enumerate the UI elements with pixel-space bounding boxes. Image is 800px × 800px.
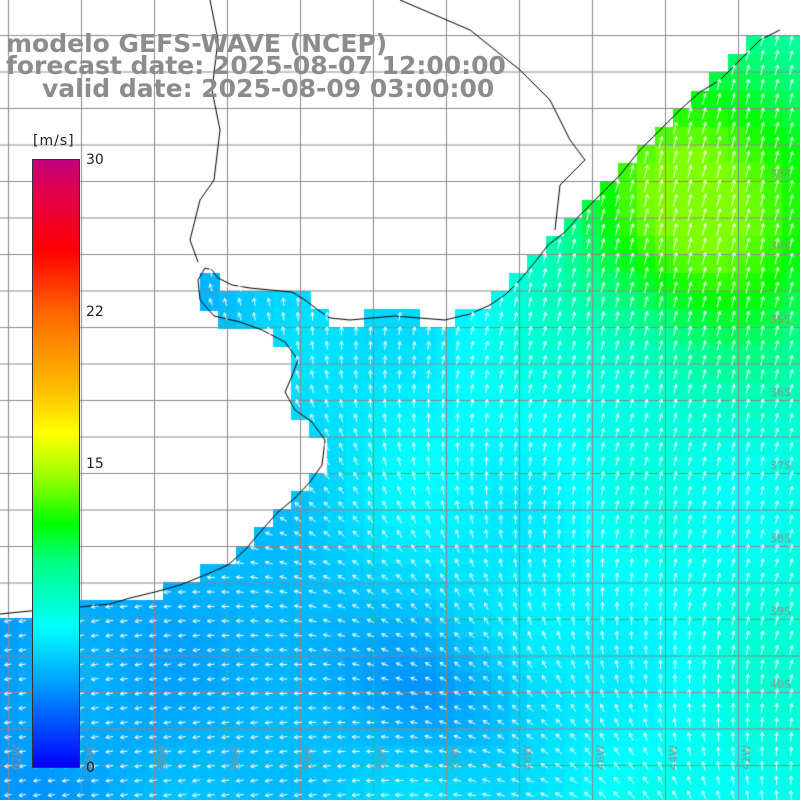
colorbar-unit-label: [m/s] — [33, 133, 75, 149]
colorbar-tick-label: 15 — [86, 456, 104, 472]
colorbar-tick-label: 22 — [86, 304, 104, 320]
colorbar-tick-label: 0 — [86, 760, 95, 776]
wind-speed-colorbar — [32, 159, 80, 768]
colorbar-tick-label: 30 — [86, 152, 104, 168]
